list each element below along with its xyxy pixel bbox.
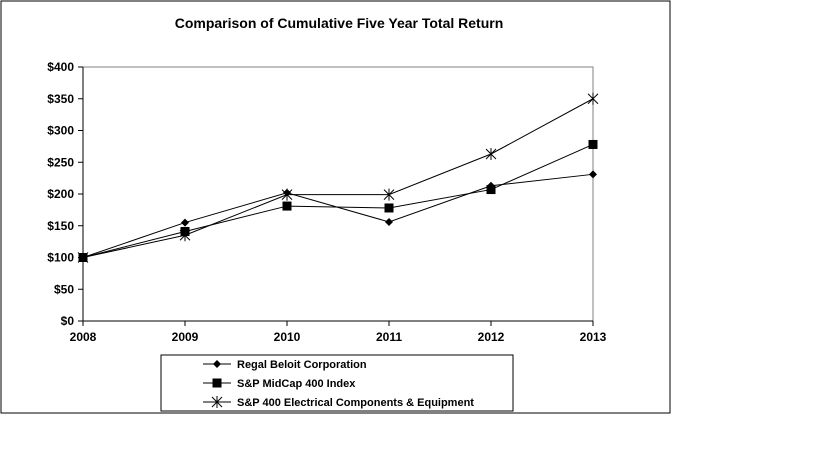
x-tick-label: 2013 — [580, 330, 607, 344]
series-line — [82, 98, 594, 258]
data-point-asterisk — [383, 188, 395, 201]
legend: Regal Beloit Corporation S&P MidCap 400 I… — [160, 354, 514, 412]
y-tick-label: $200 — [47, 187, 74, 201]
x-tick-label: 2011 — [376, 330, 402, 344]
y-axis-ticks: $0 $50 $100 $150 $200 $250 $300 $350 $400 — [47, 60, 83, 328]
legend-marker-asterisk — [211, 396, 223, 408]
data-point-diamond — [181, 218, 189, 227]
y-tick-label: $50 — [54, 282, 74, 296]
series-asterisk — [77, 92, 599, 264]
x-tick-label: 2012 — [478, 330, 505, 344]
x-tick-label: 2009 — [172, 330, 199, 344]
x-axis-ticks: 2008 2009 2010 2011 2012 2013 — [70, 321, 607, 344]
data-point-square — [282, 201, 292, 211]
series-layer — [77, 92, 599, 264]
data-point-square — [486, 185, 496, 195]
x-tick-label: 2010 — [274, 330, 301, 344]
series-line — [82, 144, 594, 258]
y-tick-label: $0 — [61, 314, 75, 328]
y-tick-label: $350 — [47, 92, 74, 106]
legend-label: S&P 400 Electrical Components & Equipmen… — [237, 397, 474, 409]
legend-label: S&P MidCap 400 Index — [237, 378, 356, 390]
y-tick-label: $400 — [47, 60, 74, 74]
y-tick-label: $300 — [47, 124, 74, 138]
legend-marker-square — [212, 378, 222, 388]
data-point-diamond — [385, 217, 393, 226]
data-point-asterisk — [179, 229, 191, 242]
chart-title: Comparison of Cumulative Five Year Total… — [175, 15, 504, 31]
legend-label: Regal Beloit Corporation — [237, 359, 367, 371]
data-point-square — [384, 203, 394, 213]
data-point-asterisk — [77, 251, 89, 264]
y-tick-label: $100 — [47, 251, 74, 265]
data-point-square — [588, 139, 598, 149]
data-point-asterisk — [587, 92, 599, 105]
legend-marker-diamond — [213, 360, 221, 368]
y-tick-label: $150 — [47, 219, 74, 233]
x-tick-label: 2008 — [70, 330, 97, 344]
data-point-asterisk — [281, 188, 293, 201]
y-tick-label: $250 — [47, 155, 74, 169]
data-point-diamond — [589, 170, 597, 179]
data-point-asterisk — [485, 147, 497, 160]
